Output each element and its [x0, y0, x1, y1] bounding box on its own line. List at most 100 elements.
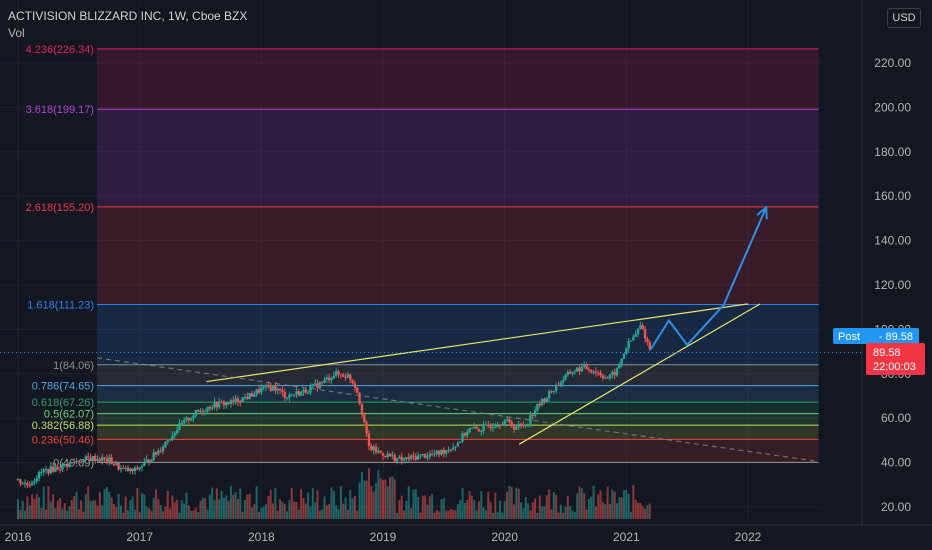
- volume-bar: [548, 489, 551, 519]
- candle-body: [398, 456, 401, 459]
- candle-body: [524, 425, 527, 427]
- candle-body: [536, 403, 539, 411]
- volume-bar: [396, 512, 399, 519]
- y-tick-label: 200.00: [874, 100, 911, 114]
- volume-bar: [220, 490, 223, 519]
- candle-body: [122, 467, 125, 469]
- candle-body: [470, 427, 474, 429]
- candle-body: [35, 478, 38, 482]
- candle-body: [51, 466, 55, 472]
- candle-body: [386, 453, 389, 458]
- volume-bar: [141, 493, 144, 519]
- volume-bar: [569, 505, 572, 519]
- candle-body: [161, 446, 165, 452]
- volume-bar: [239, 488, 242, 519]
- volume-bar: [211, 487, 214, 519]
- candle-body: [154, 452, 158, 455]
- volume-bar: [498, 500, 501, 519]
- candle-body: [625, 348, 628, 355]
- volume-bar: [45, 509, 48, 519]
- candle-body: [559, 382, 563, 386]
- candle-body: [147, 459, 151, 463]
- x-tick-label: 2022: [735, 530, 762, 544]
- candle-body: [138, 467, 141, 470]
- candle-body: [426, 456, 429, 458]
- volume-bar: [630, 511, 633, 519]
- candle-body: [222, 401, 226, 406]
- candle-body: [136, 467, 139, 470]
- candle-body: [393, 455, 396, 462]
- candle-body: [173, 433, 176, 436]
- volume-bar: [597, 494, 600, 519]
- volume-bar: [332, 490, 335, 519]
- candle-body: [330, 378, 333, 381]
- candle-body: [56, 467, 59, 470]
- candle-body: [510, 422, 513, 427]
- candle-body: [253, 394, 256, 397]
- candle-body: [459, 441, 462, 443]
- candle-body: [522, 424, 525, 427]
- candle-body: [620, 358, 623, 365]
- candle-body: [203, 411, 207, 413]
- candle-body: [58, 469, 62, 471]
- candle-body: [538, 403, 541, 406]
- volume-bar: [75, 491, 78, 519]
- volume-bar: [309, 506, 312, 519]
- candle-body: [463, 433, 467, 436]
- volume-bar: [487, 491, 490, 519]
- x-tick-label: 2020: [491, 530, 518, 544]
- candle-body: [580, 366, 584, 372]
- volume-bar: [438, 511, 441, 519]
- candle-body: [325, 377, 329, 380]
- volume-bar: [328, 504, 331, 519]
- volume-bar: [543, 506, 546, 519]
- volume-bar: [248, 494, 251, 519]
- volume-bar: [159, 505, 162, 519]
- candle-body: [28, 485, 31, 487]
- volume-bar: [564, 506, 567, 519]
- candle-body: [449, 449, 453, 451]
- candle-body: [508, 419, 511, 423]
- candle-body: [632, 336, 635, 341]
- candle-body: [437, 450, 441, 455]
- candle-body: [234, 398, 237, 402]
- volume-bar: [529, 510, 532, 519]
- volume-bar: [91, 500, 94, 519]
- volume-bar: [318, 510, 321, 519]
- candle-body: [117, 463, 120, 470]
- currency-button[interactable]: USD: [887, 8, 921, 28]
- candle-body: [44, 469, 48, 471]
- volume-label: Vol: [8, 26, 25, 40]
- volume-bar: [496, 512, 499, 519]
- fib-level-label: 3.618(199.17): [26, 104, 95, 116]
- volume-bar: [236, 498, 239, 519]
- candle-body: [196, 409, 200, 412]
- volume-bar: [615, 503, 618, 519]
- candle-body: [475, 426, 478, 429]
- candle-body: [416, 455, 420, 460]
- volume-bar: [73, 496, 76, 519]
- volume-bar: [171, 495, 174, 519]
- volume-bar: [622, 490, 625, 519]
- volume-bar: [38, 497, 41, 519]
- candle-body: [248, 393, 251, 399]
- volume-bar: [204, 498, 207, 519]
- volume-bar: [377, 470, 380, 519]
- trendline-dashed: [96, 357, 819, 463]
- volume-bar: [84, 493, 87, 519]
- volume-bar: [424, 495, 427, 519]
- fib-band: [97, 48, 819, 110]
- volume-bar: [260, 507, 263, 519]
- volume-bar: [468, 491, 471, 519]
- volume-bar: [545, 495, 548, 519]
- volume-bar: [398, 500, 401, 519]
- candle-body: [313, 383, 317, 385]
- volume-bar: [87, 486, 90, 519]
- candle-body: [639, 325, 642, 329]
- candle-body: [578, 367, 581, 372]
- volume-bar: [122, 512, 125, 519]
- candle-body: [377, 450, 380, 453]
- volume-bar: [470, 495, 473, 519]
- volume-bar: [176, 499, 179, 519]
